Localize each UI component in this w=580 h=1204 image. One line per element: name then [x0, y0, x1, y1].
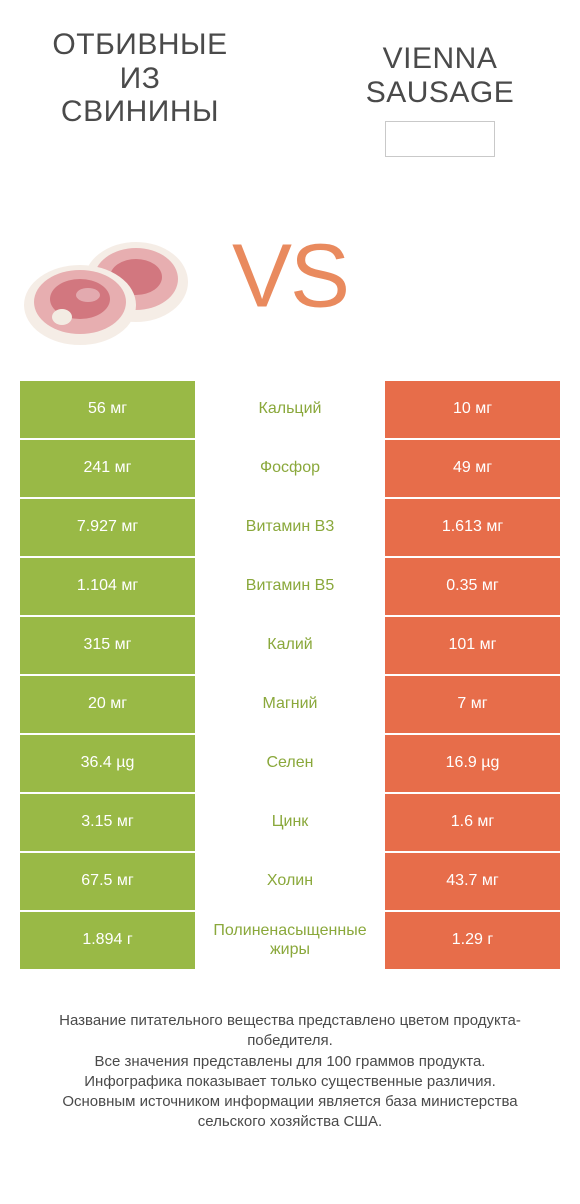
right-value: 101 мг [385, 617, 560, 674]
nutrient-label: Витамин B3 [195, 499, 385, 556]
table-row: 1.894 гПолиненасыщенные жиры1.29 г [20, 912, 560, 969]
left-value: 1.104 мг [20, 558, 195, 615]
right-value: 1.29 г [385, 912, 560, 969]
table-row: 315 мгКалий101 мг [20, 617, 560, 674]
header: ОТБИВНЫЕ ИЗ СВИНИНЫ VIENNA SAUSAGE [0, 0, 580, 157]
nutrient-label: Селен [195, 735, 385, 792]
right-value: 1.6 мг [385, 794, 560, 851]
table-row: 67.5 мгХолин43.7 мг [20, 853, 560, 910]
nutrient-label: Полиненасыщенные жиры [195, 912, 385, 969]
right-value: 0.35 мг [385, 558, 560, 615]
right-value: 43.7 мг [385, 853, 560, 910]
nutrient-label: Холин [195, 853, 385, 910]
left-value: 67.5 мг [20, 853, 195, 910]
table-row: 241 мгФосфор49 мг [20, 440, 560, 497]
right-product-image-placeholder [385, 121, 495, 157]
right-value: 49 мг [385, 440, 560, 497]
nutrient-label: Фосфор [195, 440, 385, 497]
left-value: 1.894 г [20, 912, 195, 969]
table-row: 1.104 мгВитамин B50.35 мг [20, 558, 560, 615]
table-row: 20 мгМагний7 мг [20, 676, 560, 733]
nutrient-label: Витамин B5 [195, 558, 385, 615]
left-value: 7.927 мг [20, 499, 195, 556]
vs-label: VS [232, 226, 348, 329]
table-row: 7.927 мгВитамин B31.613 мг [20, 499, 560, 556]
footer-line-2: Все значения представлены для 100 граммо… [30, 1052, 550, 1072]
right-value: 10 мг [385, 381, 560, 438]
left-value: 20 мг [20, 676, 195, 733]
left-value: 56 мг [20, 381, 195, 438]
table-row: 36.4 µgСелен16.9 µg [20, 735, 560, 792]
vs-row: VS [0, 197, 580, 357]
right-value: 1.613 мг [385, 499, 560, 556]
left-value: 315 мг [20, 617, 195, 674]
left-value: 241 мг [20, 440, 195, 497]
footer-notes: Название питательного вещества представл… [30, 1011, 550, 1133]
nutrient-label: Кальций [195, 381, 385, 438]
nutrient-label: Магний [195, 676, 385, 733]
footer-line-1: Название питательного вещества представл… [30, 1011, 550, 1052]
right-product-title: VIENNA SAUSAGE [340, 42, 540, 109]
right-product-block: VIENNA SAUSAGE [340, 28, 540, 157]
table-row: 56 мгКальций10 мг [20, 381, 560, 438]
left-value: 36.4 µg [20, 735, 195, 792]
right-value: 7 мг [385, 676, 560, 733]
table-row: 3.15 мгЦинк1.6 мг [20, 794, 560, 851]
left-product-title: ОТБИВНЫЕ ИЗ СВИНИНЫ [40, 28, 240, 129]
comparison-table: 56 мгКальций10 мг241 мгФосфор49 мг7.927 … [20, 381, 560, 969]
nutrient-label: Калий [195, 617, 385, 674]
left-value: 3.15 мг [20, 794, 195, 851]
footer-line-4: Основным источником информации является … [30, 1092, 550, 1133]
footer-line-3: Инфографика показывает только существенн… [30, 1072, 550, 1092]
nutrient-label: Цинк [195, 794, 385, 851]
right-value: 16.9 µg [385, 735, 560, 792]
pork-chops-icon [18, 227, 198, 347]
